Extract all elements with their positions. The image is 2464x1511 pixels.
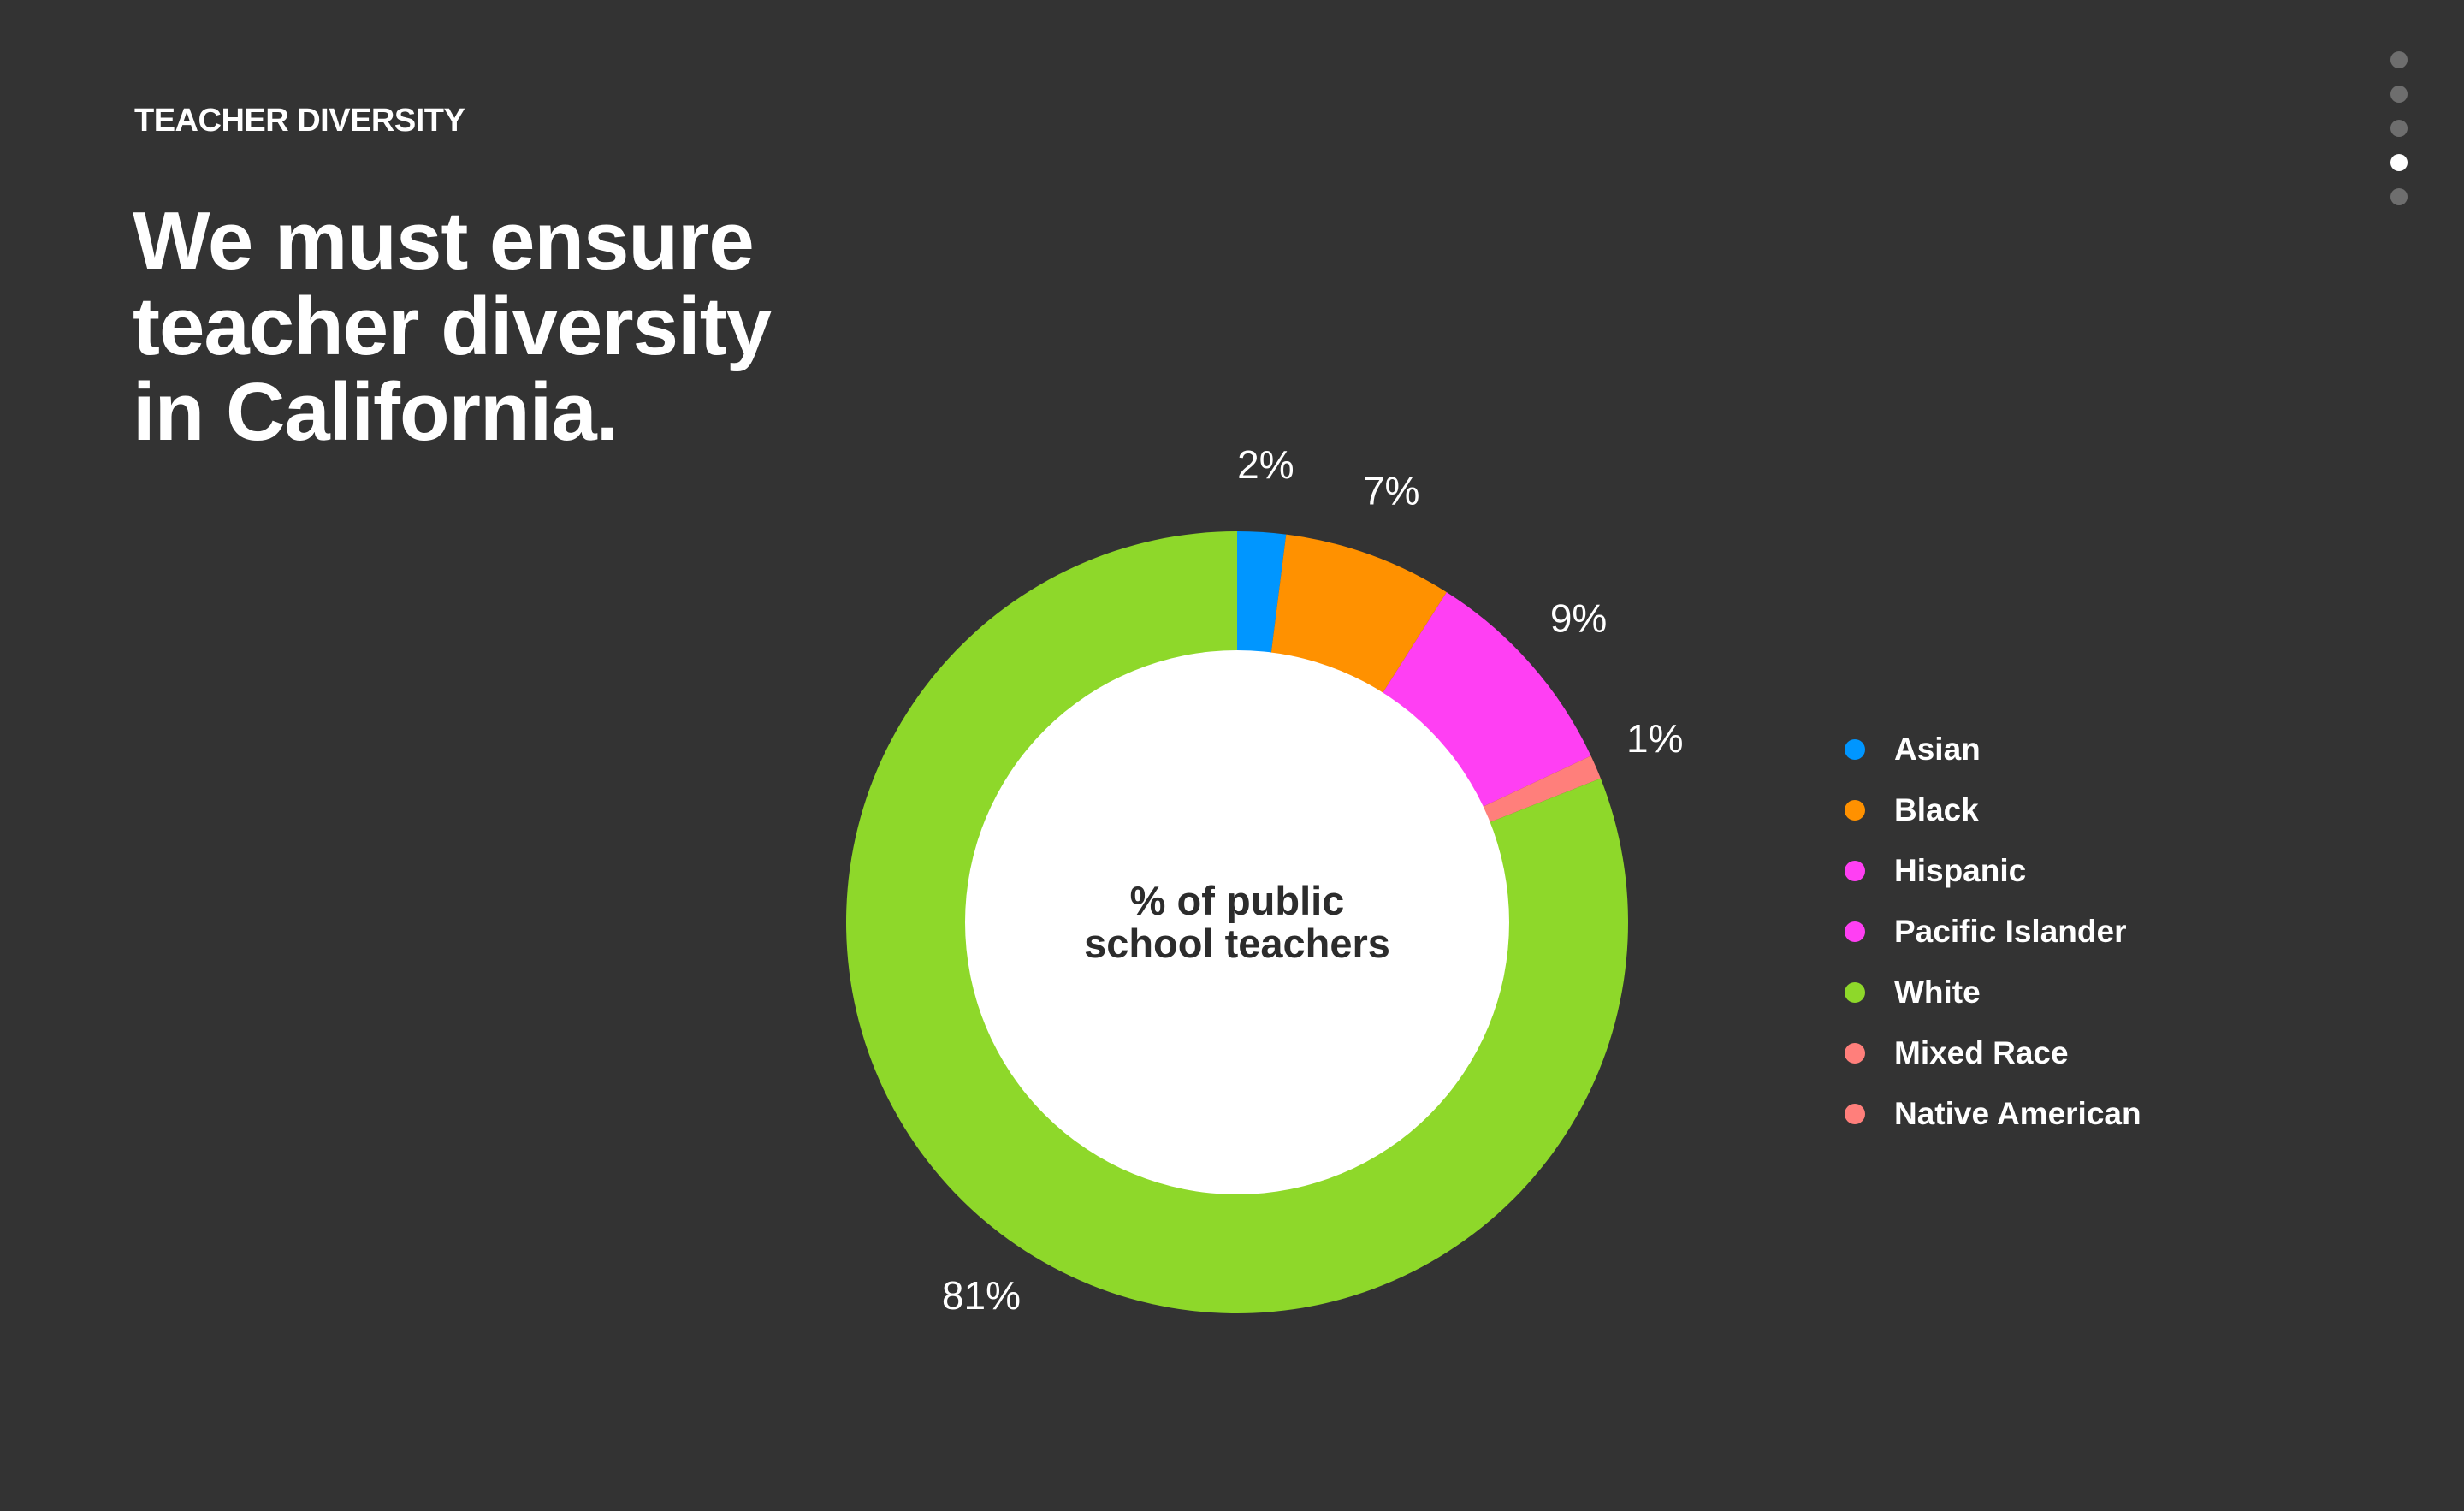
pager-dot-2[interactable] [2390,86,2408,103]
donut-value-label: 9% [1550,596,1607,640]
pager-dot-1[interactable] [2390,51,2408,68]
legend-item: Pacific Islander [1845,901,2141,962]
legend-swatch [1845,921,1865,942]
legend-swatch [1845,981,1865,1003]
legend-label: Mixed Race [1894,1034,2069,1070]
pager-dot-3[interactable] [2390,120,2408,137]
pager-dot-4[interactable] [2390,154,2408,171]
legend-swatch [1845,1042,1865,1064]
section-eyebrow: TEACHER DIVERSITY [134,103,465,139]
donut-center-label-line: school teachers [1084,921,1390,966]
legend-swatch [1845,860,1865,881]
legend-item: Hispanic [1845,840,2141,901]
donut-center [965,650,1509,1194]
legend-item: Native American [1845,1083,2141,1144]
donut-center-label-line: % of public [1130,878,1345,923]
legend-item: Asian [1845,719,2141,779]
pager-dot-5[interactable] [2390,188,2408,205]
legend-label: Native American [1894,1095,2141,1131]
legend-swatch [1845,1103,1865,1124]
legend-swatch [1845,738,1865,760]
legend-item: White [1845,962,2141,1022]
legend-item: Mixed Race [1845,1022,2141,1083]
legend-label: Hispanic [1894,852,2027,888]
chart-legend: Asian Black Hispanic Pacific Islander White M… [1845,719,2141,1144]
donut-value-label: 2% [1237,442,1294,487]
legend-label: Pacific Islander [1894,913,2127,949]
page-headline: We must ensure teacher diversity in Cali… [133,195,772,458]
donut-value-label: 7% [1363,469,1419,513]
legend-label: Asian [1894,731,1981,767]
donut-value-labels: 2% 7% 9% 1% 81% [942,442,1684,1318]
legend-label: White [1894,974,1981,1010]
legend-item: Black [1845,779,2141,840]
legend-swatch [1845,799,1865,821]
donut-value-label: 1% [1626,716,1683,761]
legend-label: Black [1894,791,1979,827]
donut-center-label: % of public school teachers [1084,878,1390,966]
slide-pager [2390,51,2408,222]
donut-value-label: 81% [942,1273,1021,1318]
